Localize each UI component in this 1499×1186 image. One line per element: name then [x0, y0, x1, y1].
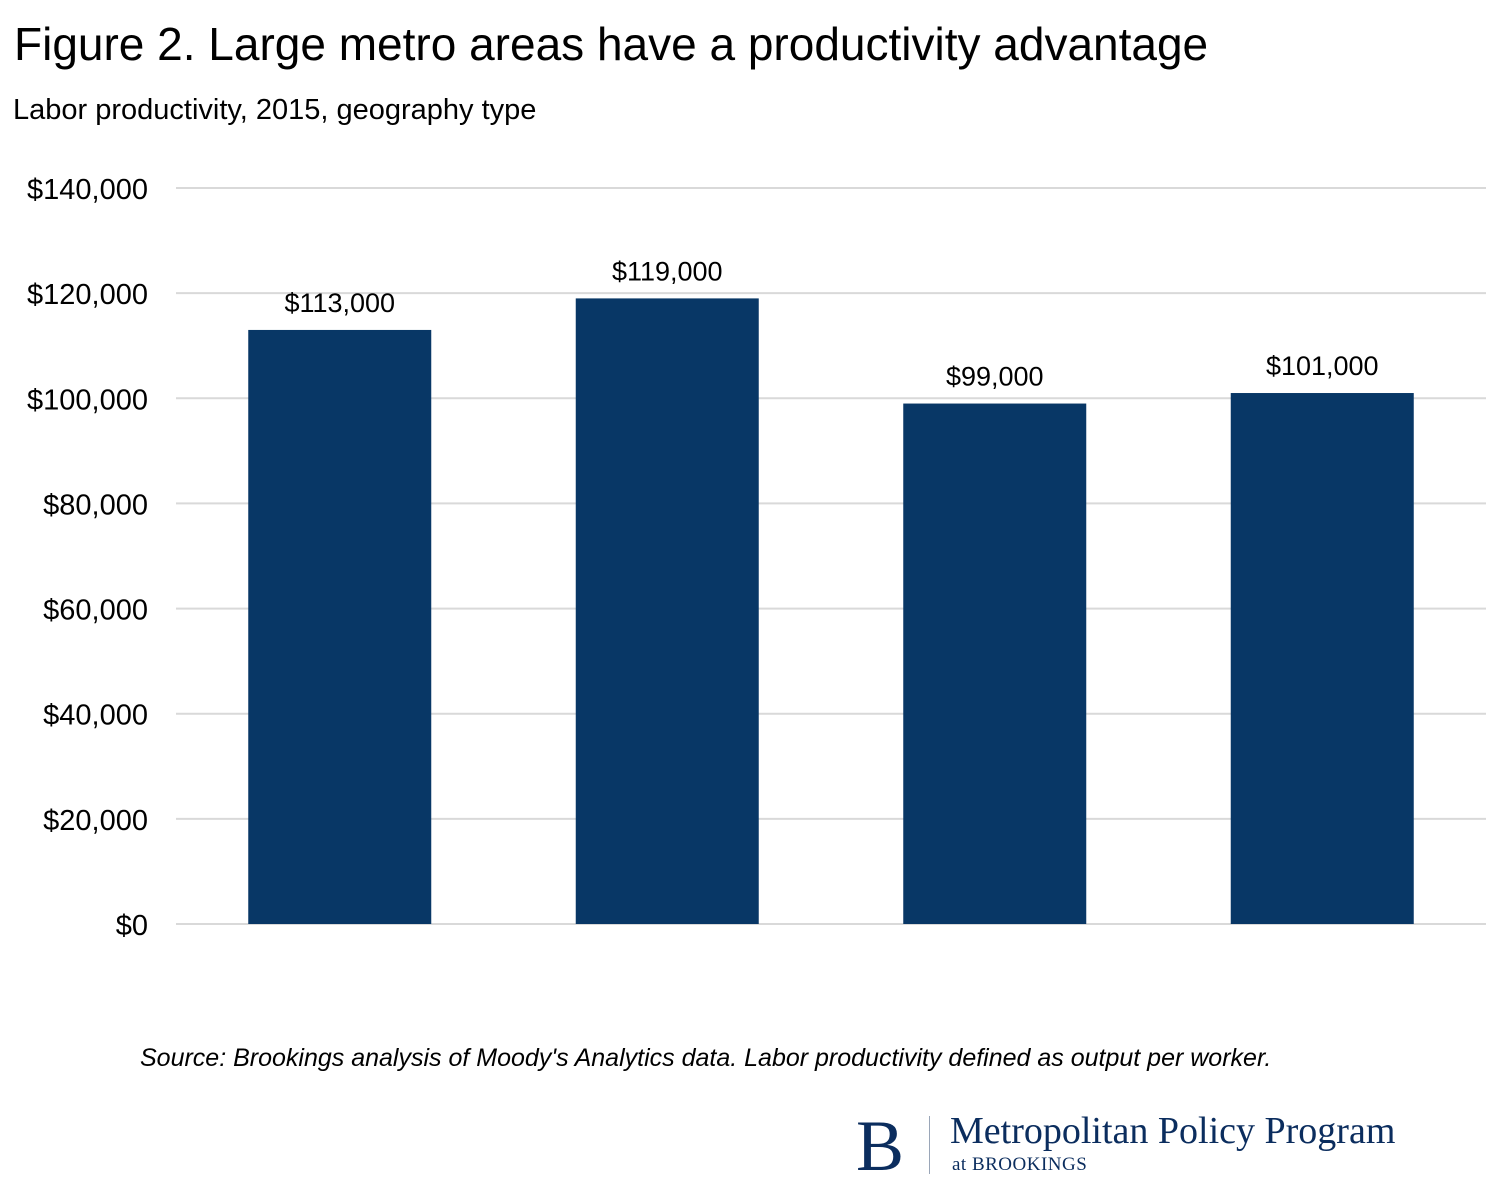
chart-subtitle: Labor productivity, 2015, geography type: [13, 94, 537, 126]
y-tick-label: $100,000: [27, 384, 148, 416]
y-tick-label: $40,000: [43, 700, 148, 732]
source-note: Source: Brookings analysis of Moody's An…: [140, 1044, 1272, 1072]
y-tick-label: $140,000: [27, 174, 148, 206]
data-label: $101,000: [1266, 351, 1379, 381]
bar: [248, 329, 432, 924]
chart-title: Figure 2. Large metro areas have a produ…: [14, 18, 1209, 70]
logo-institution: at BROOKINGS: [952, 1154, 1088, 1175]
logo-divider: [929, 1116, 930, 1174]
data-label: $113,000: [284, 288, 395, 318]
bar: [903, 403, 1087, 924]
y-tick-label: $0: [116, 910, 148, 942]
brookings-logo: B Metropolitan Policy Program at BROOKIN…: [856, 1106, 1486, 1186]
bar: [575, 298, 759, 924]
y-tick-label: $80,000: [43, 489, 148, 521]
y-tick-label: $20,000: [43, 805, 148, 837]
logo-program-name: Metropolitan Policy Program: [950, 1110, 1396, 1152]
data-label: $119,000: [612, 256, 723, 286]
brookings-b-logo-icon: B: [856, 1106, 905, 1186]
y-tick-label: $60,000: [43, 595, 148, 627]
bar-chart: $0 $20,000 $40,000 $60,000 $80,000 $100,000 $1…: [27, 174, 1486, 942]
bar: [1230, 393, 1414, 924]
data-label: $99,000: [946, 362, 1044, 392]
y-tick-label: $120,000: [27, 279, 148, 311]
